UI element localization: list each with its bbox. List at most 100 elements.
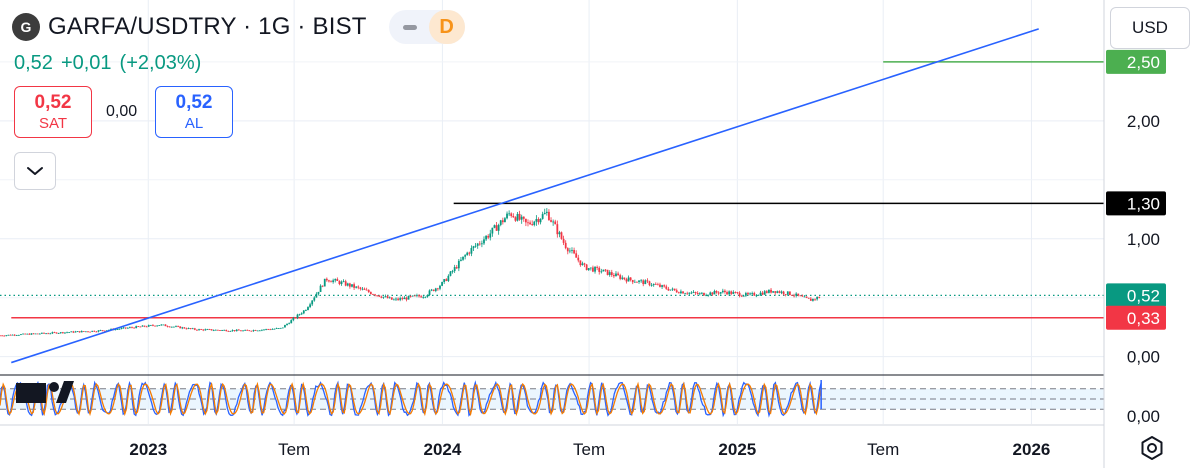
candle — [550, 217, 552, 223]
candle-body — [24, 333, 27, 335]
candle — [267, 328, 270, 330]
candle-body — [755, 295, 758, 297]
candle-body — [93, 330, 96, 332]
candle — [409, 295, 412, 298]
candle-body — [606, 269, 609, 275]
candle-body — [476, 243, 479, 246]
candle — [271, 328, 274, 330]
candle — [158, 325, 161, 327]
x-tick-label: Tem — [573, 440, 605, 459]
interval-badge[interactable]: D — [428, 10, 465, 44]
candle-body — [512, 215, 515, 218]
y-tick-label: 0,00 — [1127, 348, 1160, 367]
candle — [227, 330, 230, 332]
candle-body — [619, 275, 622, 279]
candle-body — [82, 331, 85, 332]
candle-body — [367, 290, 370, 293]
candle — [508, 210, 511, 217]
x-tick-label: Tem — [278, 440, 310, 459]
candle — [399, 296, 402, 302]
candle-body — [173, 326, 175, 328]
candle-body — [558, 232, 561, 235]
candle-body — [101, 330, 104, 332]
candle-body — [216, 329, 219, 331]
candle — [273, 328, 276, 330]
candle — [717, 291, 720, 296]
candle — [709, 291, 712, 296]
candle — [558, 230, 561, 238]
candle-body — [474, 245, 477, 247]
candle-body — [380, 296, 383, 298]
candle-body — [254, 330, 257, 331]
candle-body — [677, 292, 680, 294]
candle — [275, 327, 278, 329]
symbol-title[interactable]: GARFA/USDTRY · 1G · BIST — [48, 13, 367, 40]
candle-body — [751, 292, 754, 294]
candle-body — [206, 329, 209, 331]
currency-button[interactable]: USD — [1110, 7, 1190, 49]
settings-button[interactable] — [1138, 434, 1166, 462]
candle — [338, 280, 341, 286]
x-tick-label: 2024 — [423, 440, 461, 459]
candle-body — [30, 333, 33, 335]
candle-body — [131, 327, 133, 329]
candle — [742, 295, 745, 297]
candle-body — [533, 221, 536, 225]
candle-body — [212, 330, 215, 332]
candle — [455, 264, 458, 270]
candle-body — [137, 326, 140, 328]
candle — [0, 335, 1, 337]
candle — [233, 330, 236, 332]
candle — [539, 218, 542, 225]
candle — [581, 261, 584, 266]
candle — [432, 289, 435, 292]
candle — [334, 278, 337, 283]
candle — [59, 331, 62, 334]
candle-body — [395, 298, 397, 300]
candle-body — [407, 295, 410, 300]
candle-body — [225, 329, 228, 332]
candle — [617, 271, 619, 276]
candle — [585, 263, 588, 271]
candle-body — [650, 285, 653, 286]
candle — [623, 277, 626, 281]
candle — [803, 295, 806, 298]
candle-body — [583, 263, 586, 265]
candle — [462, 256, 464, 261]
sell-button[interactable]: 0,52 SAT — [14, 86, 92, 138]
interval-pill[interactable]: D — [388, 10, 465, 44]
candle-body — [803, 296, 806, 298]
candle — [376, 295, 379, 297]
candle-body — [715, 290, 718, 293]
candle — [147, 324, 150, 327]
candle-body — [281, 327, 284, 329]
candle — [698, 292, 701, 296]
candle-body — [707, 294, 710, 296]
price-summary: 0,52 +0,01 (+2,03%) — [14, 52, 209, 75]
candle-body — [675, 290, 678, 293]
candle — [11, 334, 14, 336]
candle — [749, 292, 751, 296]
stoch-d-line — [0, 381, 822, 417]
candle-body — [248, 330, 251, 332]
candle-body — [560, 232, 563, 239]
buy-button[interactable]: 0,52 AL — [155, 86, 233, 138]
candle-body — [791, 294, 793, 296]
collapse-legend-button[interactable] — [14, 152, 56, 190]
candle-body — [403, 297, 406, 300]
candle — [30, 333, 33, 335]
candle-body — [20, 334, 22, 336]
candle — [497, 223, 500, 235]
candle — [778, 290, 781, 294]
candle — [659, 282, 661, 288]
candle-body — [413, 295, 416, 297]
candle-body — [242, 330, 244, 332]
candle-body — [118, 328, 121, 330]
candle — [330, 280, 332, 283]
candle-body — [41, 332, 43, 334]
candle — [300, 312, 303, 316]
candle — [801, 294, 804, 297]
candle-body — [568, 250, 571, 252]
candle — [587, 268, 590, 271]
